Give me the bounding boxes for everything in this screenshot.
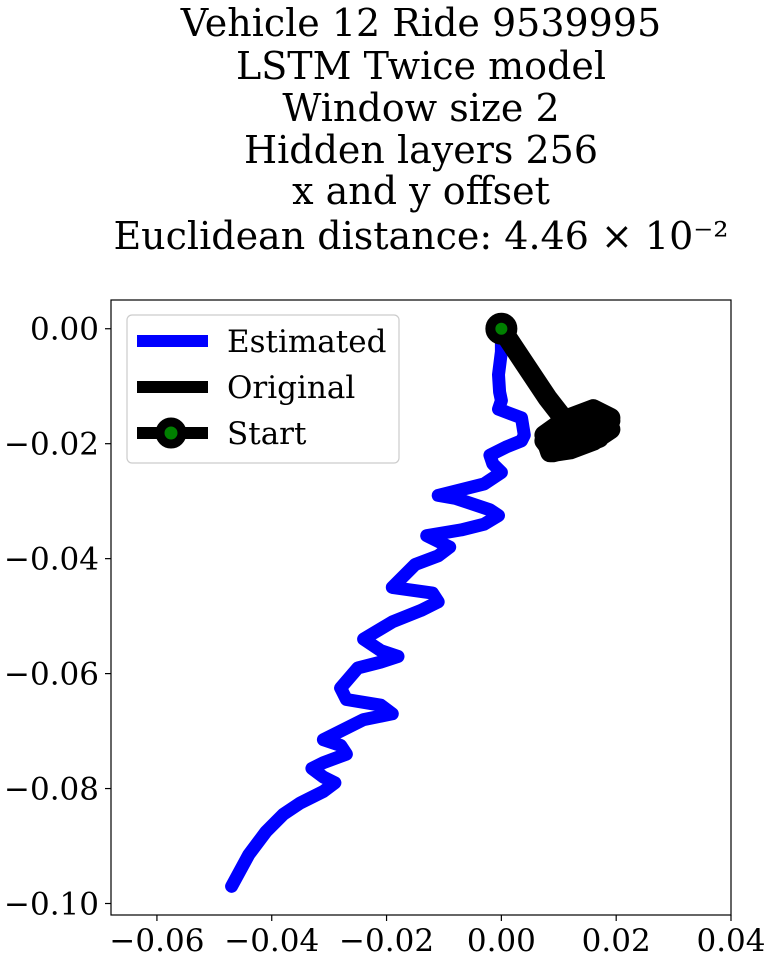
title-line-2: LSTM Twice model bbox=[236, 44, 606, 88]
title-line-3: Window size 2 bbox=[282, 86, 559, 130]
series-line-original bbox=[491, 318, 621, 463]
axis-ticks: −0.06 −0.04 −0.02 0.00 0.02 0.04 0.00 −0.02 −0.0… bbox=[4, 312, 766, 959]
x-tick-label: 0.00 bbox=[467, 923, 536, 959]
y-tick-label: −0.10 bbox=[4, 887, 99, 923]
y-tick-label: 0.00 bbox=[30, 312, 99, 348]
x-tick-label: 0.02 bbox=[582, 923, 651, 959]
start-marker bbox=[485, 312, 518, 345]
title-line-5: x and y offset bbox=[292, 169, 550, 213]
y-tick-label: −0.04 bbox=[4, 542, 99, 578]
series-line-estimated bbox=[225, 322, 531, 893]
legend-swatch-start-marker bbox=[155, 417, 187, 449]
chart-title: Vehicle 12 Ride 9539995 LSTM Twice model… bbox=[113, 1, 728, 258]
y-tick-label: −0.08 bbox=[4, 772, 99, 808]
x-tick-label: −0.02 bbox=[339, 923, 434, 959]
legend-frame bbox=[126, 314, 400, 464]
legend: Estimated Original Start bbox=[126, 314, 400, 464]
y-tick-label: −0.02 bbox=[4, 427, 99, 463]
plot-area bbox=[225, 312, 621, 893]
x-tick-label: −0.04 bbox=[224, 923, 319, 959]
title-line-6: Euclidean distance: 4.46 × 10⁻² bbox=[113, 214, 728, 258]
x-tick-label: −0.06 bbox=[109, 923, 204, 959]
legend-label-estimated: Estimated bbox=[227, 324, 386, 360]
title-line-4: Hidden layers 256 bbox=[244, 128, 598, 172]
x-tick-label: 0.04 bbox=[696, 923, 765, 959]
y-tick-label: −0.06 bbox=[4, 657, 99, 693]
title-line-1: Vehicle 12 Ride 9539995 bbox=[180, 1, 661, 45]
axes-frame bbox=[110, 299, 732, 916]
legend-label-original: Original bbox=[227, 370, 355, 406]
legend-label-start: Start bbox=[227, 416, 307, 452]
